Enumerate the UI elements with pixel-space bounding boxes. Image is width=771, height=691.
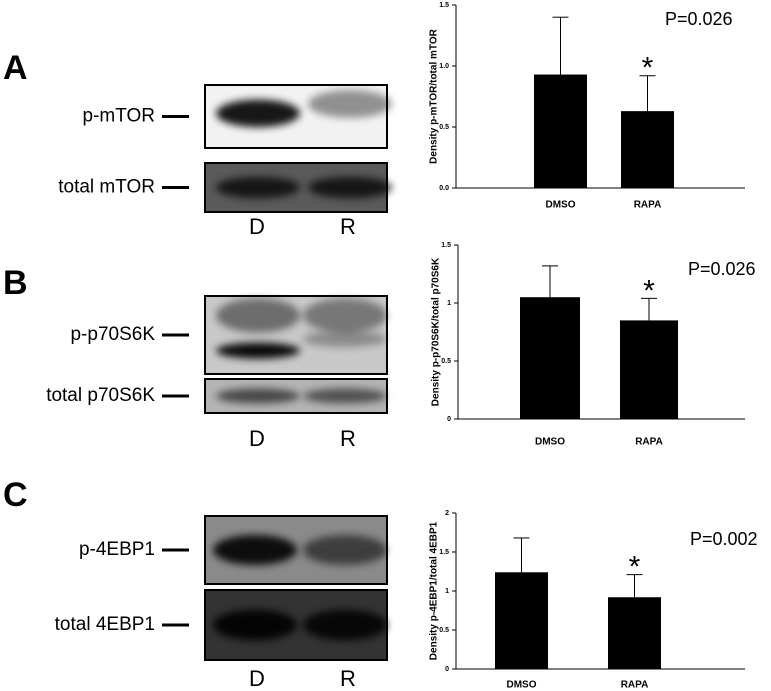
- blot-band: [303, 298, 387, 333]
- blot: [204, 162, 392, 213]
- y-tick-label: 0: [447, 416, 451, 423]
- y-tick-label: 1.5: [441, 242, 451, 249]
- category-label: DMSO: [535, 437, 565, 448]
- error-bar: [542, 265, 558, 298]
- blot-label: p-4EBP1: [79, 539, 155, 560]
- error-bar: [639, 75, 656, 112]
- blot-band: [216, 342, 300, 359]
- significance-marker: *: [642, 52, 654, 85]
- y-tick-label: 2: [445, 510, 449, 517]
- blot: [204, 378, 388, 414]
- blot-band: [308, 176, 392, 199]
- y-axis-label: Density p-p70S6K/total p70S6K: [431, 257, 442, 406]
- blot-label: p-mTOR: [83, 106, 155, 127]
- blot-label: p-p70S6K: [70, 324, 155, 345]
- category-label: DMSO: [546, 200, 576, 211]
- lane-label: R: [340, 426, 356, 451]
- blot: [204, 589, 388, 661]
- lane-label: R: [340, 666, 356, 691]
- blot-band: [216, 298, 300, 333]
- y-axis-label: Density p-4EBP1/total 4EBP1: [429, 521, 440, 660]
- error-bar: [513, 537, 530, 573]
- blot-label: total 4EBP1: [55, 614, 155, 635]
- p-value: P=0.026: [665, 9, 733, 29]
- category-label: RAPA: [635, 437, 663, 448]
- blot-band: [303, 388, 387, 404]
- bar: [520, 297, 580, 419]
- y-tick-label: 1: [445, 588, 449, 595]
- blot-label: total p70S6K: [46, 385, 155, 406]
- p-value: P=0.026: [688, 259, 756, 279]
- bar: [620, 320, 678, 419]
- y-tick-label: 0.5: [441, 358, 451, 365]
- panel-letter: B: [3, 264, 28, 302]
- error-bar: [641, 297, 657, 321]
- blot-band: [303, 535, 387, 565]
- blot: [204, 515, 388, 585]
- lane-label: D: [249, 214, 265, 239]
- lane-label: R: [340, 214, 356, 239]
- y-tick-label: 0.0: [439, 185, 449, 192]
- y-tick-label: 0.5: [439, 627, 449, 634]
- blot: [204, 84, 392, 149]
- y-tick-label: 0: [445, 666, 449, 673]
- blot: [204, 295, 388, 375]
- category-label: RAPA: [621, 680, 649, 691]
- lane-label: D: [249, 666, 265, 691]
- blot-band: [303, 609, 387, 641]
- y-tick-label: 1: [447, 300, 451, 307]
- category-label: DMSO: [507, 680, 537, 691]
- panel-letter: C: [3, 476, 28, 514]
- error-bar: [626, 574, 643, 598]
- bar: [621, 111, 674, 188]
- y-tick-label: 1.5: [439, 2, 449, 9]
- error-bar: [552, 16, 569, 75]
- y-axis-label: Density p-mTOR/total mTOR: [429, 28, 440, 163]
- bar: [534, 74, 587, 188]
- lane-label: D: [249, 426, 265, 451]
- blot-band: [308, 90, 392, 118]
- significance-marker: *: [629, 551, 641, 584]
- blot-band: [216, 176, 300, 199]
- panel-letter: A: [3, 49, 28, 87]
- y-tick-label: 1.5: [439, 549, 449, 556]
- blot-band: [213, 535, 297, 565]
- y-tick-label: 1.0: [439, 63, 449, 70]
- bar: [495, 572, 548, 669]
- blot-band: [216, 388, 300, 404]
- blot-band: [216, 99, 300, 128]
- p-value: P=0.002: [690, 529, 758, 549]
- blot-band: [303, 330, 387, 347]
- blot-label: total mTOR: [58, 177, 155, 198]
- y-tick-label: 0.5: [439, 124, 449, 131]
- significance-marker: *: [643, 274, 655, 307]
- blot-band: [213, 609, 297, 641]
- bar: [608, 597, 661, 669]
- category-label: RAPA: [634, 200, 662, 211]
